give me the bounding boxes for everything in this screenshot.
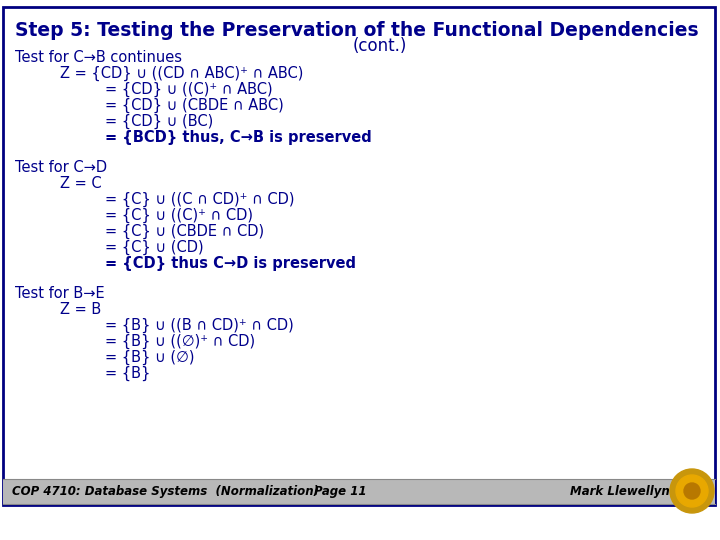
Text: = {B} ∪ ((B ∩ CD)⁺ ∩ CD): = {B} ∪ ((B ∩ CD)⁺ ∩ CD): [105, 318, 294, 333]
Text: = {CD} ∪ (CBDE ∩ ABC): = {CD} ∪ (CBDE ∩ ABC): [105, 98, 284, 113]
Text: = {BCD} thus, C→B is preserved: = {BCD} thus, C→B is preserved: [105, 130, 372, 145]
Text: = {CD} thus C→D is preserved: = {CD} thus C→D is preserved: [105, 256, 356, 271]
Text: = {C} ∪ ((C)⁺ ∩ CD): = {C} ∪ ((C)⁺ ∩ CD): [105, 208, 253, 223]
Text: Z = C: Z = C: [60, 176, 102, 191]
Text: = {C} ∪ (CD): = {C} ∪ (CD): [105, 240, 204, 255]
Text: = {CD} ∪ ((C)⁺ ∩ ABC): = {CD} ∪ ((C)⁺ ∩ ABC): [105, 82, 273, 97]
Text: = {C} ∪ (CBDE ∩ CD): = {C} ∪ (CBDE ∩ CD): [105, 224, 264, 239]
Text: = {C} ∪ ((C ∩ CD)⁺ ∩ CD): = {C} ∪ ((C ∩ CD)⁺ ∩ CD): [105, 192, 294, 207]
FancyBboxPatch shape: [3, 7, 715, 505]
Text: Test for C→B continues: Test for C→B continues: [15, 50, 182, 65]
Text: = {CD} ∪ (BC): = {CD} ∪ (BC): [105, 114, 213, 129]
Text: Page 11: Page 11: [314, 484, 366, 497]
FancyBboxPatch shape: [3, 479, 715, 505]
Circle shape: [670, 469, 714, 513]
Text: Test for B→E: Test for B→E: [15, 286, 104, 301]
Text: Z = B: Z = B: [60, 302, 102, 317]
Text: = {B} ∪ (∅): = {B} ∪ (∅): [105, 350, 194, 365]
Circle shape: [676, 475, 708, 507]
Text: Z = {CD} ∪ ((CD ∩ ABC)⁺ ∩ ABC): Z = {CD} ∪ ((CD ∩ ABC)⁺ ∩ ABC): [60, 66, 303, 81]
Text: COP 4710: Database Systems  (Normalization): COP 4710: Database Systems (Normalizatio…: [12, 484, 319, 497]
Text: (cont.): (cont.): [353, 37, 408, 55]
Text: Mark Llewellyn ©: Mark Llewellyn ©: [570, 484, 685, 497]
Text: Step 5: Testing the Preservation of the Functional Dependencies: Step 5: Testing the Preservation of the …: [15, 21, 698, 40]
Text: = {B} ∪ ((∅)⁺ ∩ CD): = {B} ∪ ((∅)⁺ ∩ CD): [105, 334, 255, 349]
Text: = {B}: = {B}: [105, 366, 150, 381]
Circle shape: [684, 483, 700, 499]
Text: Test for C→D: Test for C→D: [15, 160, 107, 175]
